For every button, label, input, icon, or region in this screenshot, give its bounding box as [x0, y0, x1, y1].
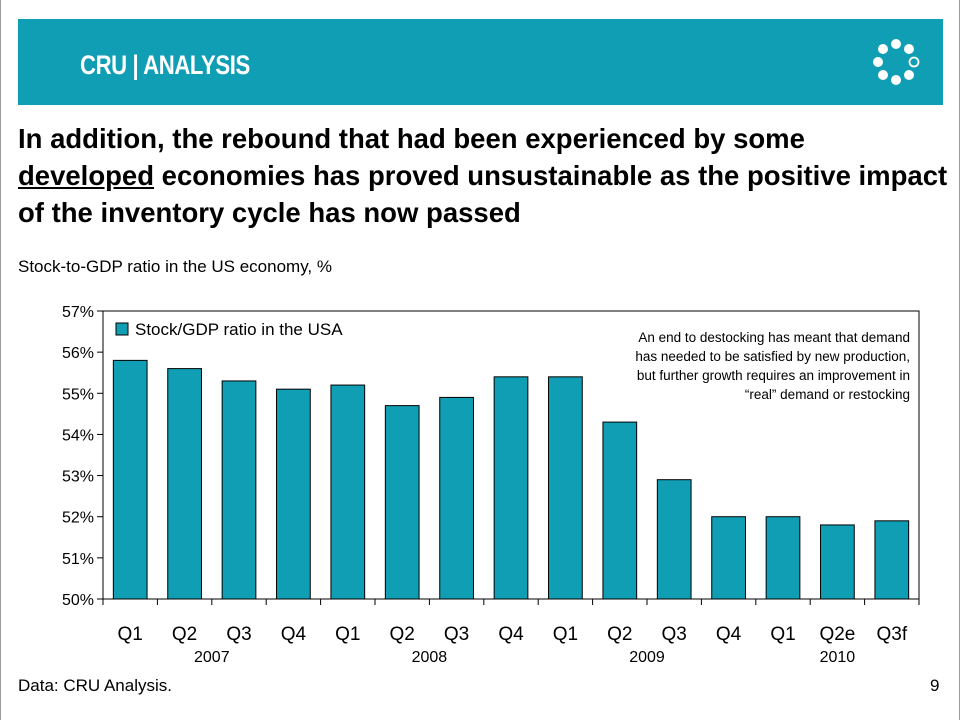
bar	[711, 516, 746, 600]
header-bar: CRU | ANALYSIS	[18, 19, 943, 105]
x-category-label: Q2	[607, 624, 632, 645]
x-category-label: Q2	[390, 624, 415, 645]
bar	[493, 376, 529, 600]
x-year-label: 2008	[412, 649, 448, 666]
x-category-label: Q4	[716, 624, 742, 645]
headline-part2: economies has proved unsustainable as th…	[18, 160, 948, 228]
y-tick-label: 55%	[62, 386, 94, 403]
x-year-label: 2007	[194, 649, 230, 666]
y-tick-label: 53%	[62, 469, 94, 486]
y-tick-label: 56%	[62, 345, 94, 362]
bar	[439, 396, 474, 600]
x-category-label: Q3	[444, 624, 469, 645]
bar	[167, 368, 202, 600]
x-category-label: Q4	[498, 624, 524, 645]
source-note: Data: CRU Analysis.	[18, 676, 172, 695]
x-category-label: Q1	[118, 624, 143, 645]
bar	[765, 516, 801, 600]
bar	[330, 384, 366, 600]
x-category-label: Q2	[172, 624, 197, 645]
y-tick-label: 54%	[62, 427, 94, 444]
x-category-label: Q3f	[876, 624, 907, 645]
x-year-label: 2010	[820, 649, 856, 666]
y-tick-label: 51%	[62, 551, 94, 568]
y-tick-label: 57%	[62, 304, 94, 321]
bar	[820, 524, 855, 600]
y-tick-label: 50%	[62, 592, 94, 609]
y-tick-label: 52%	[62, 510, 94, 527]
bar	[384, 405, 420, 600]
x-category-label: Q3	[226, 624, 251, 645]
ring-of-dots-logo-icon	[873, 39, 920, 85]
brand-wordmark: CRU | ANALYSIS	[80, 50, 250, 80]
chart-annotation: An end to destocking has meant that dema…	[628, 328, 910, 404]
x-category-label: Q2e	[819, 624, 855, 645]
headline-underlined-word: developed	[18, 160, 155, 191]
frame-left-line	[0, 0, 1, 720]
page-number: 9	[930, 676, 940, 695]
x-category-label: Q3	[662, 624, 687, 645]
headline-part1: In addition, the rebound that had been e…	[18, 123, 805, 154]
bar	[656, 479, 692, 600]
chart-subtitle: Stock-to-GDP ratio in the US economy, %	[18, 257, 332, 276]
x-category-label: Q1	[770, 624, 795, 645]
bar	[112, 359, 148, 600]
x-category-label: Q1	[553, 624, 578, 645]
legend-label: Stock/GDP ratio in the USA	[135, 320, 343, 339]
bar	[874, 520, 910, 600]
bar	[221, 380, 257, 600]
x-category-label: Q4	[281, 624, 307, 645]
x-category-label: Q1	[335, 624, 360, 645]
x-year-label: 2009	[629, 649, 665, 666]
bar	[602, 421, 638, 600]
legend-swatch	[115, 322, 129, 336]
bar	[548, 376, 583, 600]
headline: In addition, the rebound that had been e…	[18, 120, 948, 231]
bar	[276, 388, 311, 600]
